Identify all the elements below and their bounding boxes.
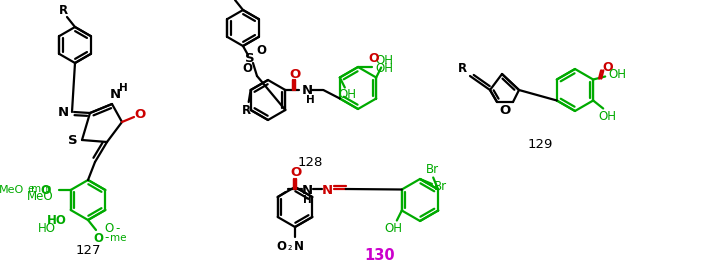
Text: O: O xyxy=(41,183,51,196)
Text: N: N xyxy=(322,183,333,196)
Text: O: O xyxy=(603,61,614,74)
Text: N: N xyxy=(57,105,69,118)
Text: R: R xyxy=(458,62,467,75)
Text: Br: Br xyxy=(425,163,439,176)
Text: e: e xyxy=(27,185,34,195)
Text: HO: HO xyxy=(47,214,67,227)
Text: m: m xyxy=(42,184,51,194)
Text: 127: 127 xyxy=(75,244,101,256)
Text: OH: OH xyxy=(375,54,393,67)
Text: S: S xyxy=(68,134,78,147)
Text: H: H xyxy=(119,83,127,93)
Text: m: m xyxy=(31,185,41,195)
Text: OH: OH xyxy=(339,88,357,101)
Text: R: R xyxy=(59,4,67,17)
Text: Br: Br xyxy=(433,180,447,193)
Text: 130: 130 xyxy=(364,247,395,263)
Text: O: O xyxy=(290,67,301,80)
Text: N: N xyxy=(302,185,313,198)
Text: N: N xyxy=(301,85,313,98)
Text: -: - xyxy=(115,222,120,235)
Text: O: O xyxy=(104,222,113,235)
Text: R: R xyxy=(242,104,251,117)
Text: me: me xyxy=(110,233,127,243)
Text: 129: 129 xyxy=(527,138,553,151)
Text: -: - xyxy=(105,231,109,244)
Text: N: N xyxy=(294,240,304,253)
Text: ₂: ₂ xyxy=(288,242,292,252)
Text: OH: OH xyxy=(608,68,626,81)
Text: S: S xyxy=(245,51,255,64)
Text: OH: OH xyxy=(598,110,616,123)
Text: 128: 128 xyxy=(297,156,323,169)
Text: HO: HO xyxy=(38,222,56,235)
Text: O: O xyxy=(135,108,145,121)
Text: O: O xyxy=(276,240,286,253)
Text: N: N xyxy=(110,89,120,102)
Text: O: O xyxy=(369,51,379,64)
Text: OH: OH xyxy=(384,222,403,235)
Text: OH: OH xyxy=(375,63,393,76)
Text: O: O xyxy=(290,166,301,179)
Text: H: H xyxy=(306,95,315,105)
Text: O: O xyxy=(499,104,511,117)
Text: O: O xyxy=(256,44,266,56)
Text: MeO: MeO xyxy=(27,191,54,204)
Text: H: H xyxy=(304,195,312,205)
Text: MeO: MeO xyxy=(0,185,24,195)
Text: O: O xyxy=(93,231,103,244)
Text: O: O xyxy=(242,62,252,75)
